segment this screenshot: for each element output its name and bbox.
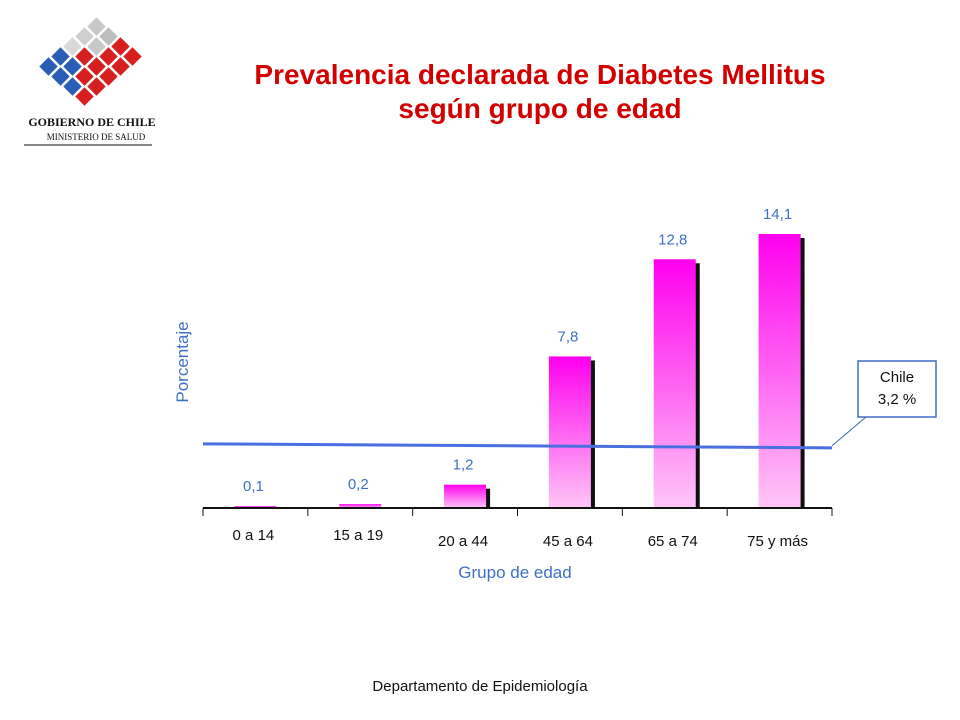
value-label: 0,2 (348, 476, 369, 493)
value-label: 1,2 (453, 457, 474, 474)
bar-15-a-19 (339, 504, 382, 508)
category-label: 75 y más (747, 533, 808, 550)
reference-line (202, 442, 833, 450)
category-label: 0 a 14 (233, 527, 275, 544)
logo-line2: MINISTERIO DE SALUD (47, 132, 146, 142)
value-label: 14,1 (763, 206, 792, 223)
bar-20-a-44 (444, 484, 487, 508)
logo-line1: GOBIERNO DE CHILE (28, 115, 155, 129)
x-axis-label: Grupo de edad (458, 563, 571, 582)
category-label: 20 a 44 (438, 533, 488, 550)
gobierno-de-chile-logo: GOBIERNO DE CHILE MINISTERIO DE SALUD (24, 18, 156, 146)
bar-45-a-64 (548, 356, 591, 508)
reference-label-line2: 3,2 % (878, 391, 916, 408)
bar-65-a-74 (653, 259, 696, 508)
footer-department: Departamento de Epidemiología (372, 678, 588, 695)
value-label: 12,8 (658, 231, 687, 248)
y-axis-label: Porcentaje (173, 321, 192, 402)
category-label: 65 a 74 (648, 533, 698, 550)
title-line1: Prevalencia declarada de Diabetes Mellit… (254, 59, 826, 90)
logo-mosaic-icon (39, 18, 142, 106)
reference-callout-box (857, 360, 937, 418)
category-label: 45 a 64 (543, 533, 593, 550)
reference-label-line1: Chile (880, 369, 914, 386)
bar-75-y-más (758, 234, 801, 508)
page-title: Prevalencia declarada de Diabetes Mellit… (190, 58, 890, 126)
value-label: 0,1 (243, 478, 264, 495)
title-line2: según grupo de edad (398, 93, 682, 124)
category-label: 15 a 19 (333, 527, 383, 544)
value-label: 7,8 (557, 328, 578, 345)
reference-callout-pointer (831, 416, 867, 447)
